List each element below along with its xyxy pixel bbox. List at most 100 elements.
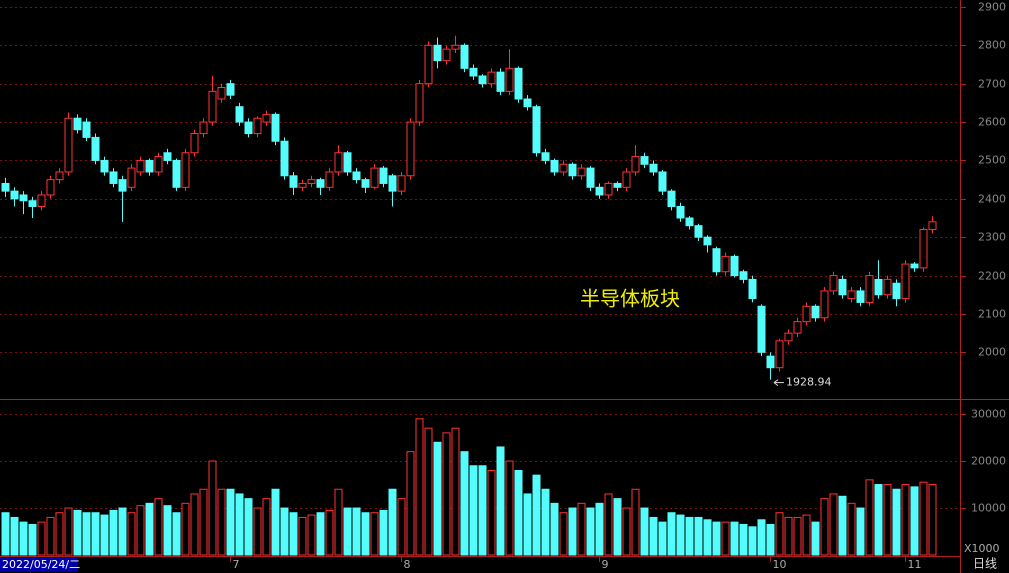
candle-body — [73, 117, 82, 131]
volume-bar — [37, 521, 46, 556]
candle-body — [469, 67, 478, 77]
candle-body — [334, 152, 343, 173]
volume-bar — [64, 507, 73, 556]
volume-bar — [793, 516, 802, 556]
volume-bar — [217, 488, 226, 556]
candle-body — [784, 332, 793, 342]
volume-bar — [469, 465, 478, 556]
candle-body — [685, 217, 694, 227]
date-highlight — [0, 558, 78, 572]
candle-body — [64, 117, 73, 173]
candle-body — [595, 186, 604, 196]
candle-body — [919, 229, 928, 269]
volume-bar — [487, 469, 496, 556]
candle-body — [280, 140, 289, 177]
volume-bar — [667, 512, 676, 556]
volume-bar — [325, 509, 334, 556]
volume-bar — [199, 488, 208, 556]
volume-bar — [10, 516, 19, 556]
volume-bar — [316, 512, 325, 556]
volume-bar — [262, 498, 271, 556]
candle-body — [604, 182, 613, 196]
candle-body — [82, 121, 91, 138]
candle-body — [577, 167, 586, 177]
candle-body — [163, 152, 172, 161]
candle-body — [181, 152, 190, 188]
volume-bar — [109, 509, 118, 556]
volume-bar — [442, 432, 451, 556]
candle-body — [568, 163, 577, 177]
candle-body — [172, 159, 181, 188]
volume-bar — [838, 495, 847, 556]
volume-bar — [406, 451, 415, 556]
y-tick-label: 2200 — [978, 270, 1006, 283]
annotation: 半导体板块 — [580, 287, 680, 311]
volume-bar — [802, 514, 811, 556]
y-tick-label: 2500 — [978, 154, 1006, 167]
y-tick-label: 2600 — [978, 116, 1006, 129]
volume-bar — [856, 507, 865, 556]
candle-body — [325, 171, 334, 188]
candle-body — [874, 278, 883, 296]
candle-body — [262, 113, 271, 123]
volume-bar — [388, 488, 397, 556]
volume-bar — [775, 512, 784, 556]
volume-bar — [82, 512, 91, 556]
volume-bar — [703, 519, 712, 556]
volume-bar — [19, 521, 28, 556]
candle-body — [928, 221, 937, 231]
candle-body — [847, 290, 856, 300]
candle-body — [379, 167, 388, 184]
candle-body — [811, 305, 820, 319]
volume-bar — [865, 479, 874, 556]
volume-bar — [415, 418, 424, 556]
volume-bar — [496, 446, 505, 556]
volume-bar — [253, 507, 262, 556]
volume-bar — [883, 484, 892, 556]
candle-body — [748, 278, 757, 300]
volume-bar — [649, 516, 658, 556]
volume-bar — [820, 498, 829, 556]
candle-body — [712, 248, 721, 273]
candle-body — [865, 275, 874, 303]
candle-body — [838, 278, 847, 296]
volume-bar — [244, 498, 253, 556]
volume-bar — [172, 512, 181, 556]
volume-bar — [379, 509, 388, 556]
candle-body — [199, 121, 208, 135]
volume-bar — [730, 521, 739, 556]
volume-bar — [352, 507, 361, 556]
candle-body — [667, 190, 676, 207]
volume-bar — [541, 488, 550, 556]
candle-body — [307, 179, 316, 184]
y-tick-label: 2000 — [978, 346, 1006, 359]
volume-bar — [73, 509, 82, 556]
candle-body — [487, 71, 496, 85]
volume-bar — [28, 523, 37, 556]
candle-body — [757, 305, 766, 353]
x-tick-label: 10 — [773, 558, 787, 571]
candle-body — [316, 179, 325, 188]
candle-body — [676, 205, 685, 219]
candle-body — [145, 159, 154, 173]
candle-body — [154, 156, 163, 173]
candle-body — [55, 171, 64, 181]
volume-bar — [478, 465, 487, 556]
volume-bar — [181, 502, 190, 556]
candle-body — [541, 152, 550, 161]
volume-bar — [118, 507, 127, 556]
volume-bar — [1, 512, 10, 556]
volume-bar — [748, 526, 757, 556]
candle-body — [226, 83, 235, 96]
volume-bar — [568, 507, 577, 556]
candle-body — [901, 263, 910, 300]
y-tick-label: 2700 — [978, 78, 1006, 91]
candle-body — [613, 182, 622, 188]
volume-bar — [928, 484, 937, 556]
candle-body — [208, 90, 217, 123]
volume-bar — [919, 481, 928, 556]
candle-body — [694, 225, 703, 238]
candle-body — [388, 175, 397, 192]
y2-tick-label: 20000 — [971, 455, 1006, 468]
